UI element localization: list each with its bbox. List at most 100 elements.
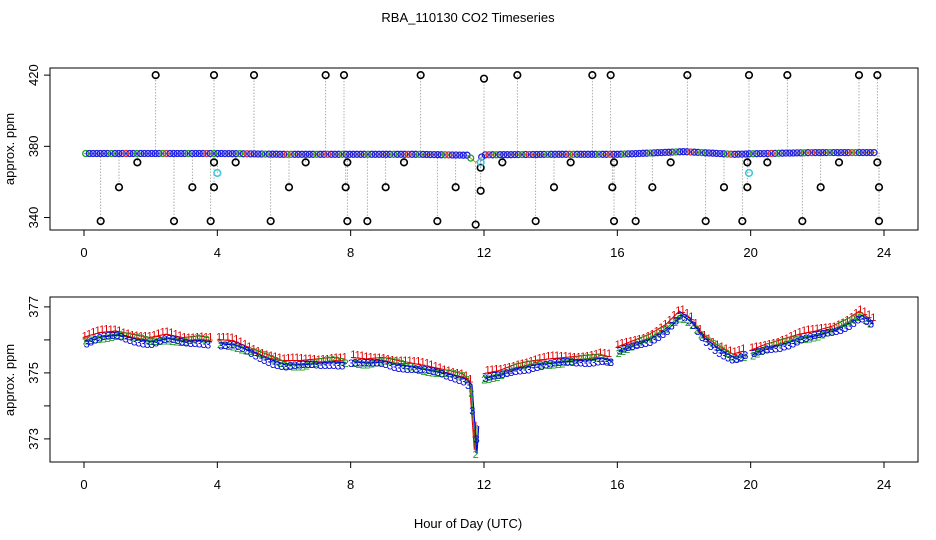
series-2-marker: 2	[451, 369, 457, 381]
series-1-marker: 1	[528, 355, 534, 367]
flagged-marker	[213, 168, 222, 178]
series-1-marker: 1	[294, 352, 300, 364]
series-3-marker: 3	[253, 351, 259, 363]
series-3-marker: 3	[461, 376, 467, 388]
series-3-marker: 3	[357, 357, 363, 369]
series-1-marker: 1	[415, 356, 421, 368]
outlier-marker	[343, 216, 352, 226]
outlier-marker	[498, 158, 507, 167]
series-2-marker: 2	[529, 359, 535, 371]
baseline-marker	[129, 149, 137, 158]
bottom-y-axis: 373 375 377	[26, 296, 51, 450]
baseline-marker	[595, 150, 603, 158]
baseline-marker	[133, 149, 141, 158]
baseline-marker	[525, 150, 533, 159]
series-3-marker: 3	[677, 311, 683, 323]
series-2-marker: 2	[733, 353, 739, 365]
baseline-marker	[720, 150, 728, 158]
series-2-marker: 2	[174, 337, 180, 349]
outlier-marker	[566, 158, 575, 167]
baseline-marker	[558, 150, 566, 158]
series-1-marker: 1	[372, 352, 378, 364]
series-3-marker: 3	[716, 348, 722, 360]
baseline-marker	[668, 148, 676, 156]
series-2-marker: 2	[217, 339, 223, 351]
baseline-marker	[199, 149, 207, 158]
series-3-marker: 3	[491, 371, 497, 383]
outlier-marker	[608, 183, 617, 192]
series-2-marker: 2	[520, 360, 526, 372]
series-2-marker: 2	[832, 323, 838, 335]
series-2-marker: 2	[481, 374, 487, 386]
baseline-marker	[646, 149, 654, 157]
series-1-marker: 1	[472, 429, 478, 441]
outlier-marker	[96, 216, 105, 226]
series-2-marker: 2	[616, 348, 622, 360]
series-2-marker: 2	[754, 348, 760, 360]
baseline-marker	[104, 149, 112, 158]
series-1-marker: 1	[615, 339, 621, 351]
series-3-marker: 3	[114, 330, 120, 342]
outlier-marker	[284, 183, 294, 192]
series-1-marker: 1	[333, 352, 339, 364]
baseline-marker	[701, 149, 709, 157]
series-1-marker: 1	[836, 319, 842, 331]
series-2-marker: 2	[659, 326, 665, 338]
baseline-marker	[529, 150, 537, 159]
outlier-marker	[783, 71, 792, 80]
baseline-marker	[547, 150, 555, 158]
series-3-marker: 3	[88, 337, 94, 349]
baseline-marker	[85, 149, 93, 158]
series-3-marker: 3	[755, 347, 761, 359]
baseline-marker	[188, 149, 196, 158]
series-2-marker: 2	[676, 313, 682, 325]
series-1-marker: 1	[463, 370, 469, 382]
outlier-marker	[343, 158, 352, 167]
series-2-marker: 2	[798, 334, 804, 346]
series-1-marker: 1	[506, 362, 512, 374]
series-1-marker: 1	[597, 347, 603, 359]
series-1-marker: 1	[576, 351, 582, 363]
series-1-marker: 1	[437, 362, 443, 374]
baseline-marker	[580, 150, 588, 158]
series-1-marker: 1	[749, 342, 755, 354]
series-1-marker: 1	[827, 322, 833, 334]
baseline-marker	[734, 150, 742, 158]
series-1-marker: 1	[628, 336, 634, 348]
baseline-marker	[459, 151, 467, 159]
series-3-marker: 3	[166, 333, 172, 345]
outlier-marker	[743, 158, 752, 167]
baseline-marker	[870, 148, 878, 157]
series-3-marker: 3	[690, 320, 696, 332]
series-1-marker: 1	[567, 351, 573, 363]
series-2-marker: 2	[416, 365, 422, 377]
series-2-marker: 2	[256, 348, 262, 360]
series-1-marker: 1	[714, 339, 720, 351]
series-1-marker: 1	[766, 339, 772, 351]
series-3-marker: 3	[742, 350, 748, 362]
series-3-marker: 3	[374, 358, 380, 370]
baseline-marker	[148, 149, 156, 158]
baseline-marker	[115, 149, 123, 158]
baseline-marker	[566, 150, 574, 158]
series-1-marker: 1	[359, 350, 365, 362]
series-3-marker: 3	[448, 372, 454, 384]
series-1-marker: 1	[593, 349, 599, 361]
series-1-marker: 1	[667, 314, 673, 326]
series-2-marker: 2	[395, 357, 401, 369]
series-3-marker: 3	[378, 358, 384, 370]
baseline-marker	[822, 148, 830, 157]
series-3-marker: 3	[144, 339, 150, 351]
series-2-marker: 2	[139, 333, 145, 345]
series-2-marker: 2	[308, 359, 314, 371]
series-2-marker: 2	[221, 340, 227, 352]
baseline-marker	[624, 150, 632, 158]
series-2-marker: 2	[390, 356, 396, 368]
series-2-marker: 2	[252, 347, 258, 359]
baseline-marker	[331, 150, 339, 158]
series-3-marker: 3	[656, 332, 662, 344]
series-2-marker: 2	[434, 368, 440, 380]
series-3-line	[353, 361, 480, 455]
baseline-marker	[830, 148, 838, 157]
series-3-marker: 3	[157, 336, 163, 348]
